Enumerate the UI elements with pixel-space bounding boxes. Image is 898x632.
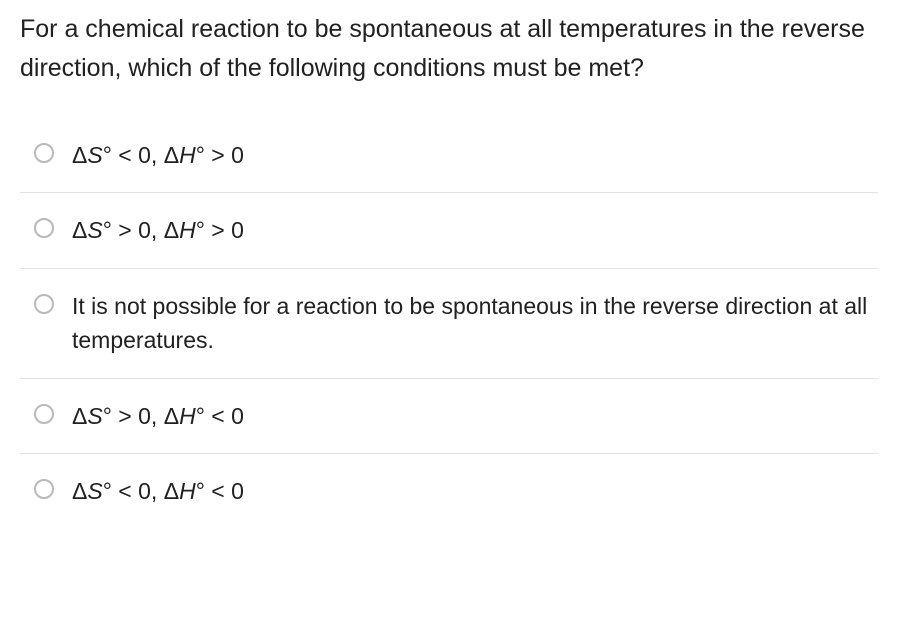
- option-label: ΔS° < 0, ΔH° < 0: [72, 474, 244, 509]
- option-label: ΔS° > 0, ΔH° < 0: [72, 399, 244, 434]
- option-row[interactable]: ΔS° < 0, ΔH° < 0: [20, 453, 878, 529]
- option-row[interactable]: ΔS° > 0, ΔH° > 0: [20, 192, 878, 268]
- radio-icon[interactable]: [34, 143, 54, 163]
- option-label: It is not possible for a reaction to be …: [72, 289, 870, 358]
- option-label: ΔS° < 0, ΔH° > 0: [72, 138, 244, 173]
- question-text: For a chemical reaction to be spontaneou…: [20, 10, 878, 88]
- radio-icon[interactable]: [34, 479, 54, 499]
- radio-icon[interactable]: [34, 294, 54, 314]
- radio-icon[interactable]: [34, 404, 54, 424]
- option-label: ΔS° > 0, ΔH° > 0: [72, 213, 244, 248]
- question-container: For a chemical reaction to be spontaneou…: [0, 0, 898, 549]
- option-row[interactable]: ΔS° > 0, ΔH° < 0: [20, 378, 878, 454]
- option-row[interactable]: ΔS° < 0, ΔH° > 0: [20, 117, 878, 193]
- option-row[interactable]: It is not possible for a reaction to be …: [20, 268, 878, 378]
- radio-icon[interactable]: [34, 218, 54, 238]
- options-list: ΔS° < 0, ΔH° > 0 ΔS° > 0, ΔH° > 0 It is …: [20, 116, 878, 529]
